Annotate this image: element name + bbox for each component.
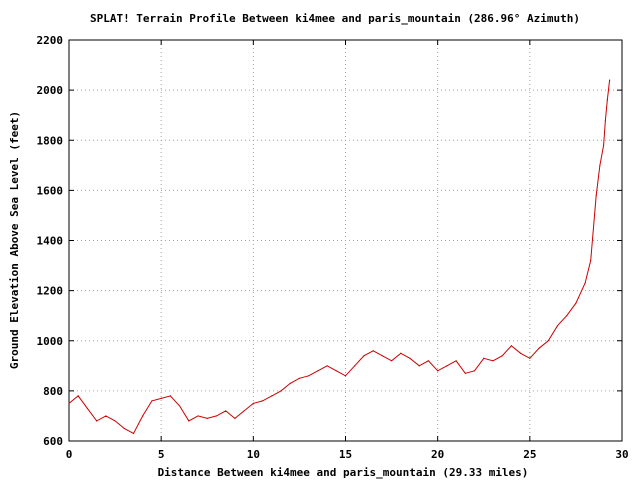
terrain-point bbox=[225, 410, 227, 412]
terrain-point bbox=[372, 350, 374, 352]
terrain-point bbox=[151, 400, 153, 402]
y-tick-label: 1400 bbox=[37, 235, 64, 248]
terrain-point bbox=[473, 370, 476, 372]
y-tick-label: 2000 bbox=[37, 84, 64, 97]
terrain-point bbox=[418, 365, 420, 367]
terrain-point bbox=[510, 345, 512, 347]
terrain-point bbox=[105, 415, 107, 417]
y-tick-label: 600 bbox=[43, 435, 63, 448]
terrain-point bbox=[271, 395, 273, 397]
terrain-point bbox=[96, 420, 98, 422]
terrain-point bbox=[381, 355, 383, 357]
terrain-point bbox=[354, 365, 356, 367]
terrain-point bbox=[179, 405, 181, 407]
terrain-point bbox=[326, 365, 328, 367]
terrain-point bbox=[206, 417, 208, 420]
terrain-point bbox=[599, 164, 601, 166]
terrain-point bbox=[234, 417, 236, 420]
terrain-point bbox=[606, 99, 608, 101]
x-tick-label: 30 bbox=[615, 448, 628, 461]
terrain-point bbox=[308, 375, 310, 377]
terrain-point bbox=[538, 347, 540, 349]
terrain-point bbox=[604, 119, 607, 121]
terrain-point bbox=[446, 365, 448, 367]
terrain-point bbox=[86, 407, 89, 410]
x-tick-label: 0 bbox=[66, 448, 73, 461]
terrain-point bbox=[400, 352, 402, 354]
x-tick-label: 25 bbox=[523, 448, 536, 461]
terrain-point bbox=[289, 382, 291, 384]
terrain-point bbox=[547, 340, 549, 342]
terrain-point bbox=[188, 420, 190, 422]
terrain-point bbox=[566, 315, 568, 317]
y-tick-label: 1000 bbox=[37, 335, 64, 348]
terrain-point bbox=[169, 395, 171, 397]
terrain-point bbox=[123, 427, 125, 430]
terrain-point bbox=[584, 282, 586, 284]
terrain-point bbox=[68, 402, 70, 405]
axis-ticks: 0 5 10 15 20 25 30 600 800 1000 1200 1400 1600 1800 20… bbox=[37, 34, 629, 461]
terrain-point bbox=[590, 259, 592, 262]
terrain-point bbox=[261, 400, 264, 402]
y-tick-label: 1600 bbox=[37, 184, 64, 197]
terrain-point bbox=[142, 415, 144, 417]
terrain-point bbox=[390, 360, 393, 362]
terrain-point bbox=[243, 410, 245, 412]
y-tick-label: 1800 bbox=[37, 134, 64, 147]
terrain-point bbox=[529, 357, 531, 359]
terrain-point bbox=[298, 377, 301, 379]
terrain-point bbox=[363, 355, 365, 357]
terrain-point bbox=[520, 352, 522, 354]
chart-title: SPLAT! Terrain Profile Between ki4mee an… bbox=[90, 12, 580, 25]
terrain-point bbox=[609, 79, 611, 81]
terrain-point bbox=[427, 360, 430, 362]
terrain-point bbox=[409, 357, 411, 359]
terrain-point bbox=[575, 302, 577, 304]
grid-lines bbox=[69, 40, 622, 441]
terrain-point bbox=[215, 415, 218, 417]
terrain-point bbox=[344, 375, 347, 377]
terrain-point bbox=[160, 397, 162, 399]
x-tick-label: 15 bbox=[339, 448, 352, 461]
terrain-point bbox=[464, 372, 466, 374]
terrain-point bbox=[483, 357, 485, 359]
terrain-profile-line bbox=[68, 80, 611, 435]
terrain-point bbox=[317, 370, 319, 372]
series-group bbox=[68, 79, 611, 435]
terrain-point bbox=[501, 355, 503, 357]
x-tick-label: 20 bbox=[431, 448, 444, 461]
y-tick-label: 1200 bbox=[37, 285, 64, 298]
terrain-point bbox=[455, 360, 457, 362]
terrain-point bbox=[335, 370, 337, 372]
terrain-point bbox=[556, 325, 559, 327]
terrain-point bbox=[132, 432, 135, 435]
y-axis-label: Ground Elevation Above Sea Level (feet) bbox=[8, 111, 21, 369]
y-tick-label: 800 bbox=[43, 385, 63, 398]
terrain-point bbox=[602, 144, 605, 146]
x-tick-label: 5 bbox=[158, 448, 165, 461]
y-tick-label: 2200 bbox=[37, 34, 64, 47]
terrain-point bbox=[437, 370, 439, 372]
terrain-point bbox=[595, 194, 597, 196]
terrain-point bbox=[280, 390, 282, 392]
terrain-point bbox=[252, 402, 254, 405]
x-axis-label: Distance Between ki4mee and paris_mounta… bbox=[158, 466, 529, 479]
terrain-point bbox=[114, 420, 116, 422]
terrain-point bbox=[492, 360, 494, 362]
terrain-point bbox=[77, 395, 79, 397]
terrain-point bbox=[197, 415, 199, 417]
x-tick-label: 10 bbox=[247, 448, 260, 461]
